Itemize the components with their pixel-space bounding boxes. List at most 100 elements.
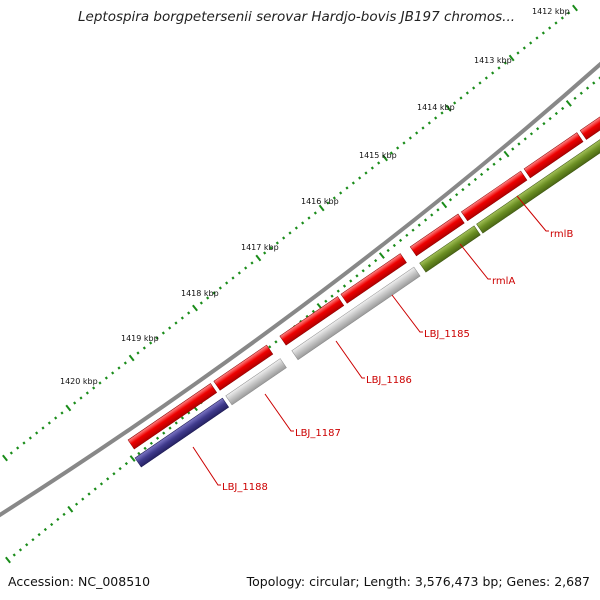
inner-ring-minor-tick bbox=[50, 522, 54, 527]
gene-rmlB[interactable] bbox=[476, 110, 600, 234]
gene-label-lbj-1186[interactable]: LBJ_1186 bbox=[366, 375, 412, 386]
inner-ring-minor-tick bbox=[174, 421, 178, 425]
outer-ring-minor-tick bbox=[117, 366, 121, 370]
inner-ring-major-tick bbox=[67, 505, 74, 513]
inner-ring-minor-tick bbox=[517, 142, 521, 146]
outer-ring-major-tick bbox=[508, 54, 515, 62]
inner-ring-minor-tick bbox=[411, 228, 415, 232]
inner-ring-minor-tick bbox=[479, 172, 484, 177]
map-title: Leptospira borgpetersenii serovar Hardjo… bbox=[78, 9, 516, 25]
inner-ring-minor-tick bbox=[461, 187, 465, 192]
gene-label-lbj-1185[interactable]: LBJ_1185 bbox=[424, 329, 470, 340]
gene-label-lbj-1187[interactable]: LBJ_1187 bbox=[295, 428, 341, 439]
inner-ring-minor-tick bbox=[579, 91, 583, 95]
inner-ring-minor-tick bbox=[180, 416, 185, 420]
inner-ring-minor-tick bbox=[467, 182, 471, 187]
gene-label-rmlB[interactable]: rmlB bbox=[550, 229, 573, 240]
inner-ring-minor-tick bbox=[168, 426, 172, 430]
outer-ring-minor-tick bbox=[85, 391, 89, 395]
outer-tick-ring bbox=[2, 4, 578, 462]
inner-ring-minor-tick bbox=[486, 167, 490, 171]
gene-lbj-1187[interactable] bbox=[225, 358, 287, 406]
outer-ring-minor-tick bbox=[497, 66, 501, 70]
inner-ring-major-tick bbox=[378, 252, 385, 259]
inner-ring-major-tick bbox=[503, 150, 510, 158]
outer-ring-minor-tick bbox=[142, 346, 146, 350]
outer-ring-minor-tick bbox=[548, 26, 552, 30]
gene-next-2-forward[interactable] bbox=[579, 96, 600, 140]
outer-ring-minor-tick bbox=[332, 196, 336, 200]
gene-lbj-1188-forward[interactable] bbox=[127, 383, 218, 450]
gene-lbj-1187-forward[interactable] bbox=[213, 344, 274, 391]
inner-ring-minor-tick bbox=[573, 96, 577, 100]
topology-summary: Topology: circular; Length: 3,576,473 bp… bbox=[246, 574, 590, 589]
inner-ring-minor-tick bbox=[492, 162, 496, 166]
connector-lbj-1186 bbox=[335, 340, 365, 379]
outer-ring-minor-tick bbox=[136, 351, 140, 355]
inner-ring-minor-tick bbox=[99, 482, 104, 486]
connector-rmlB bbox=[516, 195, 549, 232]
gene-lbj-1185-forward[interactable] bbox=[340, 253, 407, 304]
outer-ring-minor-tick bbox=[567, 11, 571, 15]
accession-text: Accession: NC_008510 bbox=[8, 574, 151, 589]
inner-ring-minor-tick bbox=[37, 533, 41, 537]
gene-label-rmlA[interactable]: rmlA bbox=[492, 276, 515, 287]
inner-ring-minor-tick bbox=[392, 243, 396, 248]
ruler-label-1413: 1413 kbp bbox=[474, 56, 512, 65]
inner-ring-minor-tick bbox=[106, 477, 110, 481]
inner-ring-minor-tick bbox=[592, 81, 596, 85]
inner-ring-minor-tick bbox=[417, 223, 421, 227]
gene-lbj-1186[interactable] bbox=[291, 266, 421, 361]
outer-ring-minor-tick bbox=[288, 231, 292, 235]
outer-ring-minor-tick bbox=[22, 441, 26, 445]
gene-rmlB-forward[interactable] bbox=[460, 170, 528, 222]
outer-ring-major-tick bbox=[445, 104, 452, 112]
inner-ring-minor-tick bbox=[155, 436, 160, 440]
outer-ring-minor-tick bbox=[111, 371, 115, 375]
outer-ring-minor-tick bbox=[472, 86, 476, 90]
inner-ring-minor-tick bbox=[349, 279, 353, 283]
outer-ring-minor-tick bbox=[168, 326, 172, 330]
outer-ring-minor-tick bbox=[35, 431, 39, 435]
inner-ring-minor-tick bbox=[374, 259, 378, 263]
outer-ring-minor-tick bbox=[60, 411, 64, 415]
outer-ring-minor-tick bbox=[250, 261, 254, 265]
inner-ring-minor-tick bbox=[529, 132, 534, 136]
ruler-label-1417: 1417 kbp bbox=[241, 243, 279, 252]
reverse-strand bbox=[134, 110, 600, 468]
inner-ring-major-tick bbox=[5, 556, 11, 564]
inner-ring-minor-tick bbox=[56, 517, 60, 522]
outer-ring-minor-tick bbox=[459, 96, 463, 100]
gene-rmlA-forward[interactable] bbox=[409, 213, 465, 257]
outer-ring-minor-tick bbox=[155, 336, 159, 340]
outer-ring-minor-tick bbox=[389, 151, 393, 155]
inner-ring-minor-tick bbox=[598, 76, 600, 80]
inner-ring-minor-tick bbox=[405, 233, 409, 237]
ruler-label-1420: 1420 kbp bbox=[60, 377, 98, 386]
inner-ring-minor-tick bbox=[62, 512, 66, 516]
outer-ring-minor-tick bbox=[535, 36, 539, 40]
gene-label-lbj-1188[interactable]: LBJ_1188 bbox=[222, 482, 268, 493]
inner-ring-minor-tick bbox=[355, 274, 359, 278]
gene-next-1-forward[interactable] bbox=[523, 132, 584, 179]
inner-ring-minor-tick bbox=[43, 527, 47, 532]
ruler-label-1419: 1419 kbp bbox=[121, 334, 159, 343]
outer-ring-minor-tick bbox=[484, 76, 488, 80]
inner-ring-major-tick bbox=[441, 201, 448, 209]
outer-ring-minor-tick bbox=[396, 146, 400, 150]
outer-ring-minor-tick bbox=[491, 71, 495, 75]
outer-ring-minor-tick bbox=[421, 126, 425, 130]
gene-rmlA[interactable] bbox=[419, 225, 481, 273]
outer-ring-minor-tick bbox=[263, 251, 267, 255]
outer-ring-minor-tick bbox=[187, 311, 191, 315]
inner-ring-minor-tick bbox=[585, 86, 590, 90]
outer-ring-minor-tick bbox=[345, 186, 349, 190]
ruler-label-1416: 1416 kbp bbox=[301, 197, 339, 206]
inner-ring-minor-tick bbox=[511, 147, 515, 151]
gene-lbj-1186-forward[interactable] bbox=[279, 296, 345, 346]
outer-ring-minor-tick bbox=[206, 296, 210, 300]
inner-ring-minor-tick bbox=[367, 264, 372, 268]
inner-ring-minor-tick bbox=[118, 467, 122, 471]
outer-ring-minor-tick bbox=[408, 136, 412, 140]
gene-lbj-1188[interactable] bbox=[134, 397, 230, 468]
